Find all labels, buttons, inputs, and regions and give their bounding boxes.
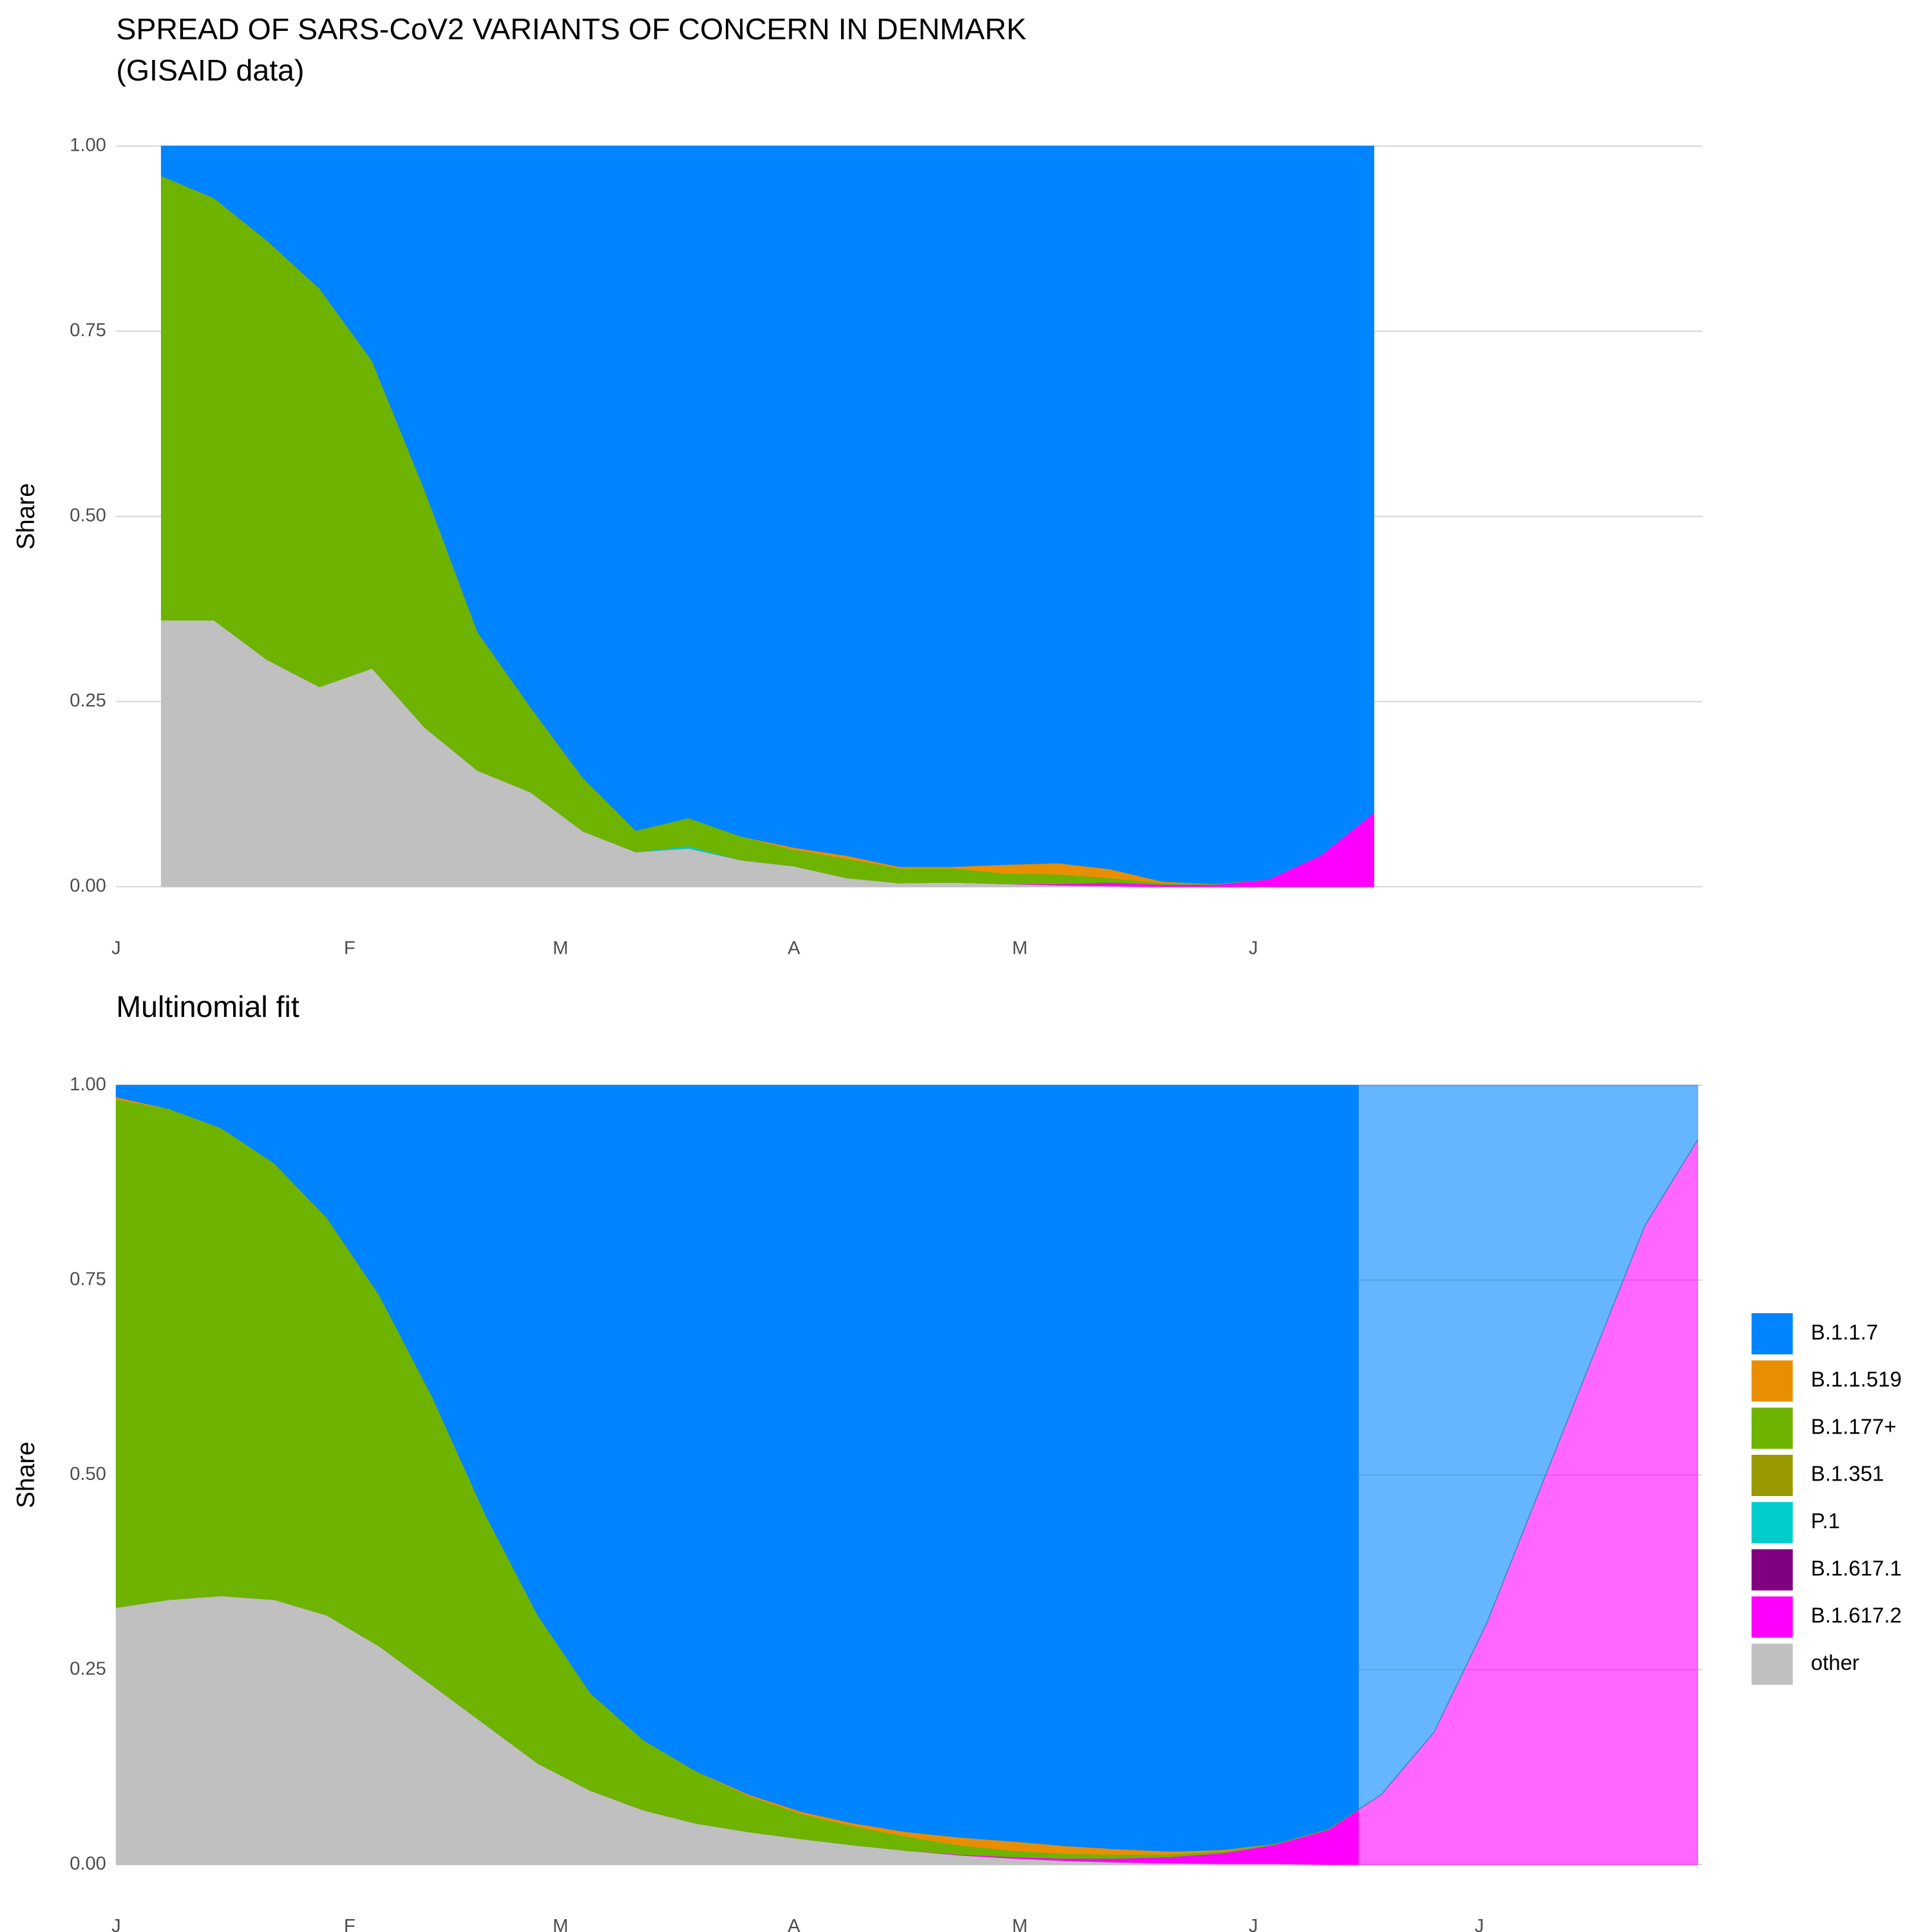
x-tick-label: J xyxy=(111,1916,121,1932)
legend-label: B.1.1.7 xyxy=(1811,1320,1878,1344)
x-tick-label: M xyxy=(1012,1916,1028,1932)
legend-label: B.1.617.2 xyxy=(1811,1604,1902,1627)
area xyxy=(115,1084,1359,1852)
chart-title: SPREAD OF SARS-CoV2 VARIANTS OF CONCERN … xyxy=(116,12,1026,46)
legend-key xyxy=(1750,1642,1794,1687)
y-tick-label: 1.00 xyxy=(70,1074,106,1095)
legend-label: B.1.1.519 xyxy=(1811,1367,1902,1391)
x-tick-label: F xyxy=(344,1916,355,1932)
legend-label: B.1.351 xyxy=(1811,1462,1884,1486)
y-tick-label: 0.75 xyxy=(70,320,106,341)
x-tick-label: J xyxy=(1249,938,1258,959)
y-tick-label: 0.25 xyxy=(70,1658,106,1679)
x-tick-label: A xyxy=(788,1916,800,1932)
chart-title: Multinomial fit xyxy=(116,990,299,1023)
x-tick-label: J xyxy=(1249,1916,1258,1932)
legend-label: other xyxy=(1811,1651,1859,1674)
x-tick-label: J xyxy=(1475,1916,1484,1932)
y-tick-label: 0.50 xyxy=(70,506,106,526)
projected-areas xyxy=(1358,1084,1698,1865)
legend-key xyxy=(1750,1501,1794,1545)
legend-label: B.1.617.1 xyxy=(1811,1556,1902,1580)
legend-label: B.1.177+ xyxy=(1811,1414,1897,1438)
x-tick-label: M xyxy=(1012,938,1028,959)
areas xyxy=(160,146,1374,887)
area xyxy=(1358,1138,1698,1865)
fitted-areas xyxy=(115,1084,1359,1865)
y-tick-label: 0.25 xyxy=(70,690,106,711)
legend-key xyxy=(1750,1359,1794,1403)
area xyxy=(160,146,1374,884)
x-tick-label: J xyxy=(111,938,121,959)
x-tick-label: M xyxy=(553,1916,568,1932)
area xyxy=(1358,1084,1698,1810)
y-axis-title: Share xyxy=(12,483,40,549)
legend-key xyxy=(1750,1548,1794,1592)
y-axis-title: Share xyxy=(12,1442,40,1508)
legend-label: P.1 xyxy=(1811,1509,1840,1533)
y-tick-label: 0.50 xyxy=(70,1464,106,1484)
legend-key xyxy=(1750,1406,1794,1450)
x-tick-label: A xyxy=(788,938,800,959)
legend-key xyxy=(1750,1454,1794,1497)
legend-key xyxy=(1750,1595,1794,1639)
legend-key xyxy=(1750,1312,1794,1356)
y-tick-label: 0.00 xyxy=(70,1853,106,1874)
x-tick-label: M xyxy=(553,938,568,959)
y-tick-label: 0.75 xyxy=(70,1269,106,1289)
x-tick-label: F xyxy=(344,938,355,959)
y-tick-label: 0.00 xyxy=(70,876,106,896)
chart-subtitle: (GISAID data) xyxy=(116,53,304,87)
y-tick-label: 1.00 xyxy=(70,135,106,156)
